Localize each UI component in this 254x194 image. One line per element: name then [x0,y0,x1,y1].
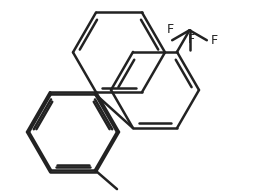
Text: F: F [211,34,218,47]
Text: F: F [188,33,195,46]
Text: F: F [167,23,174,36]
